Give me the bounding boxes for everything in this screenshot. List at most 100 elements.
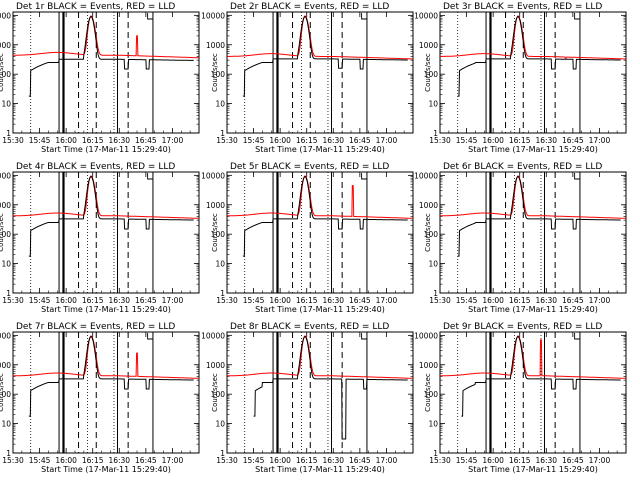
x-tick-label: 15:45	[456, 296, 478, 305]
y-axis-label: Counts/sec	[0, 53, 5, 92]
chart-panel-6: Det 6r BLACK = Events, RED = LLD 1 10 100 10…	[414, 162, 627, 314]
y-tick-label: 1	[220, 129, 225, 138]
y-tick-label: 10	[428, 420, 438, 429]
plot-frame	[226, 171, 414, 294]
x-tick-label: 16:15	[82, 136, 104, 145]
plot-frame	[226, 331, 414, 454]
y-tick-label: 10	[1, 420, 11, 429]
x-tick-label: 16:00	[269, 136, 291, 145]
bracket-marker	[147, 13, 153, 20]
plot-frame	[12, 11, 200, 134]
x-tick-label: 15:30	[2, 456, 24, 465]
lld-series-line	[13, 335, 199, 379]
lld-series-line	[440, 175, 626, 219]
x-tick-label: 17:00	[589, 456, 611, 465]
x-tick-label: 17:00	[162, 296, 184, 305]
y-tick-label: 10000	[0, 11, 11, 20]
y-tick-label: 100	[424, 390, 439, 399]
y-tick-label: 1000	[419, 361, 438, 370]
y-tick-label: 1	[433, 449, 438, 458]
plot-frame	[226, 11, 414, 134]
y-axis-label: Counts/sec	[211, 373, 219, 412]
panel-title: Det 2r BLACK = Events, RED = LLD	[230, 2, 389, 12]
x-tick-label: 16:30	[535, 136, 557, 145]
y-tick-label: 10000	[0, 331, 11, 340]
y-tick-label: 10000	[414, 171, 438, 180]
y-tick-label: 100	[424, 230, 439, 239]
x-tick-label: 16:15	[509, 456, 531, 465]
x-tick-label: 16:15	[296, 296, 318, 305]
bracket-marker	[574, 333, 580, 340]
x-tick-label: 15:45	[243, 136, 265, 145]
x-tick-label: 15:30	[2, 296, 24, 305]
bracket-marker	[361, 333, 367, 340]
y-axis-label: Counts/sec	[424, 213, 432, 252]
x-tick-label: 15:30	[429, 296, 451, 305]
x-tick-label: 16:30	[322, 456, 344, 465]
y-tick-label: 1	[433, 289, 438, 298]
x-axis-label: Start Time (17-Mar-11 15:29:40)	[255, 465, 385, 474]
x-tick-label: 16:45	[349, 296, 371, 305]
x-tick-label: 16:30	[322, 136, 344, 145]
y-tick-label: 1	[6, 449, 11, 458]
lld-series-line	[440, 335, 626, 379]
x-tick-label: 16:45	[349, 456, 371, 465]
x-tick-label: 16:15	[296, 136, 318, 145]
y-tick-label: 1000	[206, 41, 225, 50]
plot-frame	[439, 171, 627, 294]
y-tick-label: 10000	[414, 331, 438, 340]
y-axis-label: Counts/sec	[424, 373, 432, 412]
x-tick-label: 16:15	[509, 136, 531, 145]
x-tick-label: 17:00	[162, 456, 184, 465]
x-tick-label: 16:00	[482, 456, 504, 465]
y-tick-label: 10000	[201, 331, 225, 340]
x-tick-label: 15:45	[456, 456, 478, 465]
x-tick-label: 16:15	[296, 456, 318, 465]
bracket-marker	[574, 13, 580, 20]
y-axis-label: Counts/sec	[424, 53, 432, 92]
x-tick-label: 17:00	[376, 136, 398, 145]
x-tick-label: 15:45	[243, 456, 265, 465]
x-axis-label: Start Time (17-Mar-11 15:29:40)	[468, 305, 598, 314]
x-tick-label: 15:30	[216, 296, 238, 305]
y-tick-label: 10	[1, 260, 11, 269]
y-tick-label: 100	[0, 230, 11, 239]
plot-frame	[439, 331, 627, 454]
x-tick-label: 15:30	[216, 136, 238, 145]
x-tick-label: 17:00	[589, 296, 611, 305]
events-series-line	[242, 16, 408, 97]
events-series-line	[242, 176, 408, 257]
panel-title: Det 5r BLACK = Events, RED = LLD	[230, 162, 389, 172]
x-axis-label: Start Time (17-Mar-11 15:29:40)	[255, 145, 385, 154]
plot-frame	[12, 171, 200, 294]
y-tick-label: 1000	[0, 201, 11, 210]
panel-title: Det 8r BLACK = Events, RED = LLD	[230, 322, 389, 332]
x-tick-label: 16:15	[82, 456, 104, 465]
plot-frame	[12, 331, 200, 454]
x-tick-label: 15:30	[2, 136, 24, 145]
panel-title: Det 4r BLACK = Events, RED = LLD	[16, 162, 175, 172]
x-tick-label: 16:15	[509, 296, 531, 305]
y-tick-label: 10	[215, 260, 225, 269]
x-tick-label: 16:00	[269, 456, 291, 465]
y-tick-label: 100	[211, 390, 226, 399]
y-tick-label: 1000	[0, 41, 11, 50]
x-tick-label: 17:00	[376, 296, 398, 305]
x-axis-label: Start Time (17-Mar-11 15:29:40)	[41, 145, 171, 154]
y-tick-label: 1000	[419, 201, 438, 210]
lld-series-line	[440, 15, 626, 60]
panel-title: Det 6r BLACK = Events, RED = LLD	[443, 162, 602, 172]
y-tick-label: 1	[220, 449, 225, 458]
x-tick-label: 16:45	[562, 136, 584, 145]
x-tick-label: 16:45	[135, 296, 157, 305]
x-axis-label: Start Time (17-Mar-11 15:29:40)	[41, 305, 171, 314]
events-series-line	[457, 16, 621, 97]
y-tick-label: 1000	[206, 201, 225, 210]
x-tick-label: 16:45	[135, 136, 157, 145]
x-tick-label: 15:45	[29, 456, 51, 465]
x-tick-label: 15:30	[429, 456, 451, 465]
x-tick-label: 16:30	[322, 296, 344, 305]
y-tick-label: 10	[215, 420, 225, 429]
y-tick-label: 1	[220, 289, 225, 298]
y-tick-label: 1000	[206, 361, 225, 370]
